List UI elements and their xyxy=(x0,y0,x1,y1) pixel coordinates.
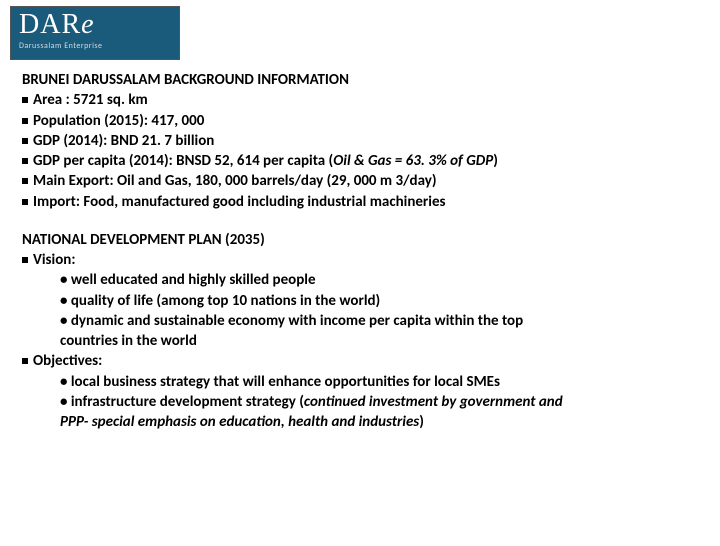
vision-item-3b: countries in the world xyxy=(60,331,698,351)
square-bullet-icon xyxy=(22,138,28,144)
bullet-text: Objectives: xyxy=(33,351,698,371)
logo-text-main: DAR xyxy=(19,9,81,40)
logo: DARe Darussalam Enterprise xyxy=(10,6,180,60)
logo-subtitle: Darussalam Enterprise xyxy=(19,41,171,51)
vision-item-2: • quality of life (among top 10 nations … xyxy=(60,291,698,311)
obj2-italic: continued investment by government and xyxy=(304,393,563,411)
bullet-text: Vision: xyxy=(33,250,698,270)
obj-item-2: • infrastructure development strategy (c… xyxy=(60,392,698,412)
gdp-close: ) xyxy=(493,152,498,170)
vision-item-1: • well educated and highly skilled peopl… xyxy=(60,270,698,290)
bullet-text: GDP (2014): BND 21. 7 billion xyxy=(33,131,698,151)
bullet-text: Population (2015): 417, 000 xyxy=(33,111,698,131)
section1-title: BRUNEI DARUSSALAM BACKGROUND INFORMATION xyxy=(22,70,698,90)
square-bullet-icon xyxy=(22,118,28,124)
obj-item-1: • local business strategy that will enha… xyxy=(60,372,698,392)
gdp-italic: Oil & Gas = 63. 3% of GDP xyxy=(333,152,493,170)
bullet-gdp-per-capita: GDP per capita (2014): BNSD 52, 614 per … xyxy=(22,151,698,171)
obj2-lead: • infrastructure development strategy ( xyxy=(60,393,304,411)
bullet-vision: Vision: xyxy=(22,250,698,270)
slide-content: BRUNEI DARUSSALAM BACKGROUND INFORMATION… xyxy=(0,60,720,432)
bullet-gdp: GDP (2014): BND 21. 7 billion xyxy=(22,131,698,151)
bullet-text: Main Export: Oil and Gas, 180, 000 barre… xyxy=(33,171,698,191)
square-bullet-icon xyxy=(22,358,28,364)
square-bullet-icon xyxy=(22,97,28,103)
square-bullet-icon xyxy=(22,158,28,164)
obj2b-close: ) xyxy=(419,413,424,431)
square-bullet-icon xyxy=(22,257,28,263)
bullet-objectives: Objectives: xyxy=(22,351,698,371)
logo-main: DARe xyxy=(19,11,171,39)
bullet-population: Population (2015): 417, 000 xyxy=(22,111,698,131)
square-bullet-icon xyxy=(22,199,28,205)
bullet-area: Area : 5721 sq. km xyxy=(22,90,698,110)
bullet-text: Area : 5721 sq. km xyxy=(33,90,698,110)
obj2b-italic: PPP- special emphasis on education, heal… xyxy=(60,413,419,431)
logo-text-e: e xyxy=(81,9,94,40)
obj-item-2b: PPP- special emphasis on education, heal… xyxy=(60,412,698,432)
bullet-text: Import: Food, manufactured good includin… xyxy=(33,192,698,212)
section2-title: NATIONAL DEVELOPMENT PLAN (2035) xyxy=(22,230,698,250)
square-bullet-icon xyxy=(22,178,28,184)
vision-item-3: • dynamic and sustainable economy with i… xyxy=(60,311,698,331)
bullet-import: Import: Food, manufactured good includin… xyxy=(22,192,698,212)
bullet-text: GDP per capita (2014): BNSD 52, 614 per … xyxy=(33,151,698,171)
gdp-text: GDP per capita (2014): BNSD 52, 614 per … xyxy=(33,152,333,170)
bullet-export: Main Export: Oil and Gas, 180, 000 barre… xyxy=(22,171,698,191)
